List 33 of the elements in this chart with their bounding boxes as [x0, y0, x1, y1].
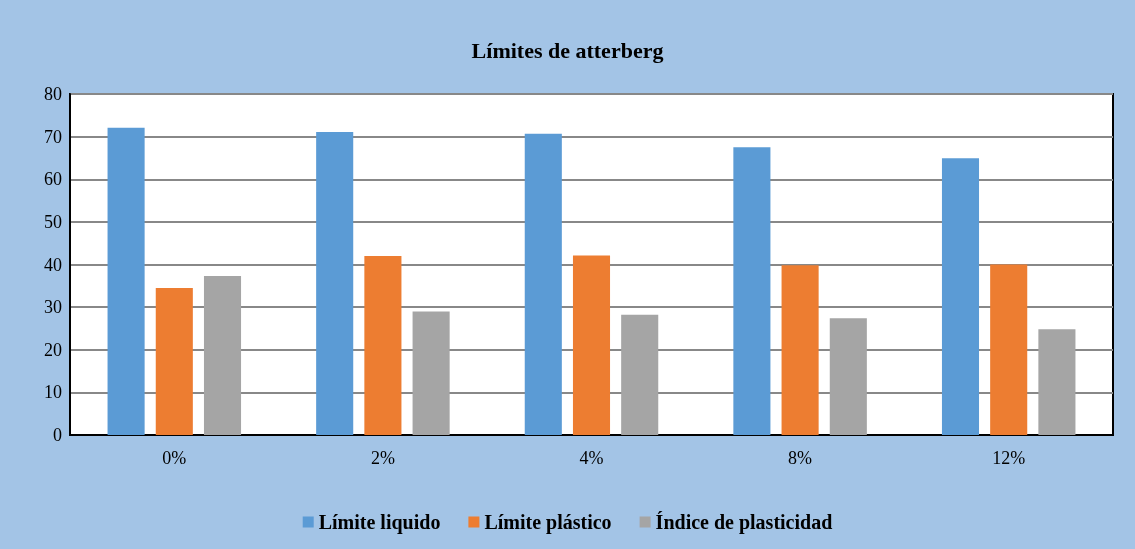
bar	[364, 255, 402, 435]
y-tick-label: 10	[44, 382, 62, 403]
y-tick-label: 30	[44, 297, 62, 318]
x-tick-label: 12%	[992, 448, 1026, 468]
bar	[941, 158, 980, 435]
chart-title: Límites de atterberg	[471, 37, 664, 63]
bar	[203, 276, 242, 435]
y-tick-label: 0	[53, 425, 62, 445]
y-tick-label: 80	[44, 84, 62, 104]
bar	[829, 318, 867, 435]
bar	[990, 264, 1028, 435]
y-tick-label: 70	[44, 126, 62, 147]
legend-label: Índice de plasticidad	[655, 511, 833, 534]
bar	[316, 131, 354, 435]
y-tick-label: 40	[44, 254, 62, 275]
bar	[107, 127, 145, 435]
y-tick-label: 50	[44, 211, 62, 232]
bar	[1038, 329, 1076, 435]
legend-label: Límite plástico	[484, 511, 612, 534]
bar	[781, 265, 819, 435]
y-tick-label: 60	[44, 169, 62, 190]
bar	[155, 287, 193, 435]
bar	[524, 133, 562, 435]
bar	[621, 314, 659, 435]
bar	[733, 147, 771, 435]
bar	[572, 255, 611, 435]
legend-label: Límite liquido	[318, 511, 441, 534]
x-tick-label: 2%	[370, 448, 395, 468]
x-tick-label: 8%	[788, 448, 813, 468]
x-tick-label: 4%	[579, 448, 604, 468]
y-tick-label: 20	[44, 339, 62, 360]
bar	[412, 311, 450, 435]
x-tick-label: 0%	[162, 448, 187, 468]
